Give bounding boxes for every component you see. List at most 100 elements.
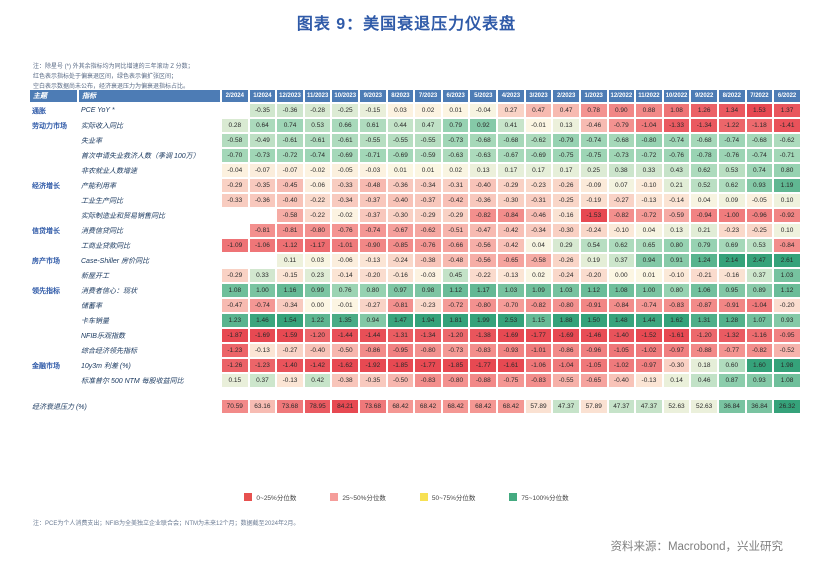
- heatmap-cell: -1.62: [332, 359, 359, 372]
- heatmap-cell: 0.38: [608, 164, 635, 177]
- heatmap-cell: -0.02: [332, 209, 359, 222]
- source-attribution: 资料来源：Macrobond，兴业研究: [610, 541, 783, 553]
- heatmap-cell: -0.03: [415, 269, 441, 282]
- heatmap-row: 房产市场 Case-Shiller 房价同比 0.11 0.03 -0.06 -0.13-…: [30, 254, 800, 282]
- heatmap-cell: 1.60: [746, 359, 773, 372]
- heatmap-cell: -0.04: [470, 104, 497, 117]
- heatmap-cell: -0.70: [222, 149, 248, 162]
- heatmap-cell: 1.00: [249, 284, 276, 297]
- heatmap-cell: 0.44: [387, 119, 414, 132]
- heatmap-cell: -1.06: [525, 359, 552, 372]
- heatmap-cell: -0.26: [553, 254, 579, 267]
- heatmap-cell: -0.81: [387, 299, 414, 312]
- heatmap-cell: -1.77: [525, 329, 552, 342]
- heatmap-cell: -0.97: [663, 344, 690, 357]
- heatmap-cell: -1.92: [360, 359, 386, 372]
- heatmap-cell: -0.88: [470, 374, 497, 387]
- indicator-label: Case-Shiller 房价同比: [79, 254, 220, 267]
- heatmap-cell: 1.06: [691, 284, 717, 297]
- heatmap-cell: -0.75: [553, 149, 579, 162]
- heatmap-cell: -0.36: [387, 179, 414, 192]
- heatmap-cell: 1.00: [636, 284, 662, 297]
- heatmap-cell: -0.73: [442, 344, 469, 357]
- heatmap-cell: -0.01: [332, 299, 359, 312]
- column-header-theme: 主题: [30, 90, 77, 102]
- heatmap-cell: -0.46: [580, 119, 607, 132]
- heatmap-cell: -0.22: [304, 194, 331, 207]
- heatmap-row: 工业生产同比 -0.33 -0.36 -0.40 -0.22 -0.34 -0.37 -0.4…: [30, 194, 800, 207]
- heatmap-cell: -0.14: [663, 194, 690, 207]
- heatmap-cell: 0.61: [360, 119, 386, 132]
- summary-cell: 47.37: [608, 400, 635, 413]
- heatmap-cell: 0.88: [636, 104, 662, 117]
- heatmap-cell: 1.31: [691, 314, 717, 327]
- heatmap-cell: -0.05: [332, 164, 359, 177]
- heatmap-cell: 0.13: [553, 119, 579, 132]
- heatmap-cell: 0.66: [332, 119, 359, 132]
- heatmap-cell: -0.10: [608, 224, 635, 237]
- heatmap-cell: 1.08: [774, 374, 800, 387]
- heatmap-cell: -1.04: [636, 119, 662, 132]
- heatmap-cell: -0.29: [498, 179, 524, 192]
- heatmap-cell: -0.13: [360, 254, 386, 267]
- heatmap-cell: -0.67: [498, 149, 524, 162]
- heatmap-cell: -0.33: [332, 179, 359, 192]
- heatmap-cell: -0.80: [553, 299, 579, 312]
- heatmap-cell: -0.21: [691, 269, 717, 282]
- heatmap-cell: 0.17: [525, 164, 552, 177]
- heatmap-cell: -0.74: [580, 134, 607, 147]
- legend-item: 75~100%分位数: [509, 492, 569, 502]
- heatmap-cell: -0.75: [580, 149, 607, 162]
- summary-cell: 63.16: [249, 400, 276, 413]
- heatmap-cell: -0.34: [415, 179, 441, 192]
- summary-cell: 47.37: [553, 400, 579, 413]
- heatmap-cell: -0.13: [277, 374, 303, 387]
- heatmap-cell: -1.42: [304, 359, 331, 372]
- heatmap-cell: -0.24: [580, 224, 607, 237]
- column-header-indicator: 指标: [79, 90, 220, 102]
- heatmap-row: 失业率 -0.58 -0.49 -0.61 -0.61 -0.61 -0.55 -0.55 -0…: [30, 134, 800, 147]
- top-note: 注：除星号 (*) 外其余指标均为同比增速的三年滚动 Z 分数； 红色表示指标处…: [33, 64, 194, 91]
- heatmap-cell: 0.37: [249, 374, 276, 387]
- legend-swatch-icon: [419, 493, 428, 501]
- heatmap-cell: -0.58: [277, 209, 303, 222]
- column-header-date: 9/2023: [360, 90, 386, 102]
- indicator-label: 失业率: [79, 134, 220, 147]
- heatmap-cell: -0.15: [360, 104, 386, 117]
- heatmap-cell: 0.29: [553, 239, 579, 252]
- heatmap-cell: -0.34: [277, 299, 303, 312]
- indicator-label: 标准普尔 500 NTM 每股收益同比: [79, 374, 220, 387]
- heatmap-cell: -0.34: [525, 224, 552, 237]
- heatmap-cell: [249, 209, 276, 222]
- heatmap-cell: -0.72: [442, 299, 469, 312]
- summary-cell: 36.84: [718, 400, 745, 413]
- heatmap-cell: -0.91: [580, 299, 607, 312]
- column-header-date: 5/2023: [470, 90, 497, 102]
- column-header-date: 1/2024: [249, 90, 276, 102]
- heatmap-row: 新屋开工 -0.29 0.33 -0.15 0.23 -0.14 -0.20 -0.16 -0.…: [30, 269, 800, 282]
- heatmap-cell: -0.80: [470, 299, 497, 312]
- heatmap-cell: -0.36: [470, 194, 497, 207]
- heatmap-cell: -1.77: [470, 359, 497, 372]
- heatmap-cell: -0.16: [553, 209, 579, 222]
- heatmap-cell: 1.19: [774, 179, 800, 192]
- column-header-date: 12/2022: [608, 90, 635, 102]
- heatmap-cell: 0.74: [746, 164, 773, 177]
- heatmap-cell: -0.63: [442, 149, 469, 162]
- heatmap-cell: -0.67: [387, 224, 414, 237]
- heatmap-cell: -1.06: [249, 239, 276, 252]
- heatmap-cell: -0.48: [442, 254, 469, 267]
- heatmap-cell: 0.42: [304, 374, 331, 387]
- heatmap-cell: -0.31: [442, 179, 469, 192]
- indicator-label: 非农就业人数增速: [79, 164, 220, 177]
- heatmap-cell: 1.62: [663, 314, 690, 327]
- heatmap-cell: -0.37: [360, 209, 386, 222]
- heatmap-cell: -0.81: [277, 224, 303, 237]
- heatmap-cell: -0.40: [277, 194, 303, 207]
- header-row: 主题 指标 2/2024 1/2024 12/2023 11/2023 10/2023 9/2…: [30, 90, 800, 102]
- heatmap-cell: -0.27: [608, 194, 635, 207]
- heatmap-cell: 1.03: [774, 269, 800, 282]
- heatmap-cell: 0.93: [774, 314, 800, 327]
- heatmap-cell: -0.37: [415, 194, 441, 207]
- column-header-date: 12/2023: [277, 90, 303, 102]
